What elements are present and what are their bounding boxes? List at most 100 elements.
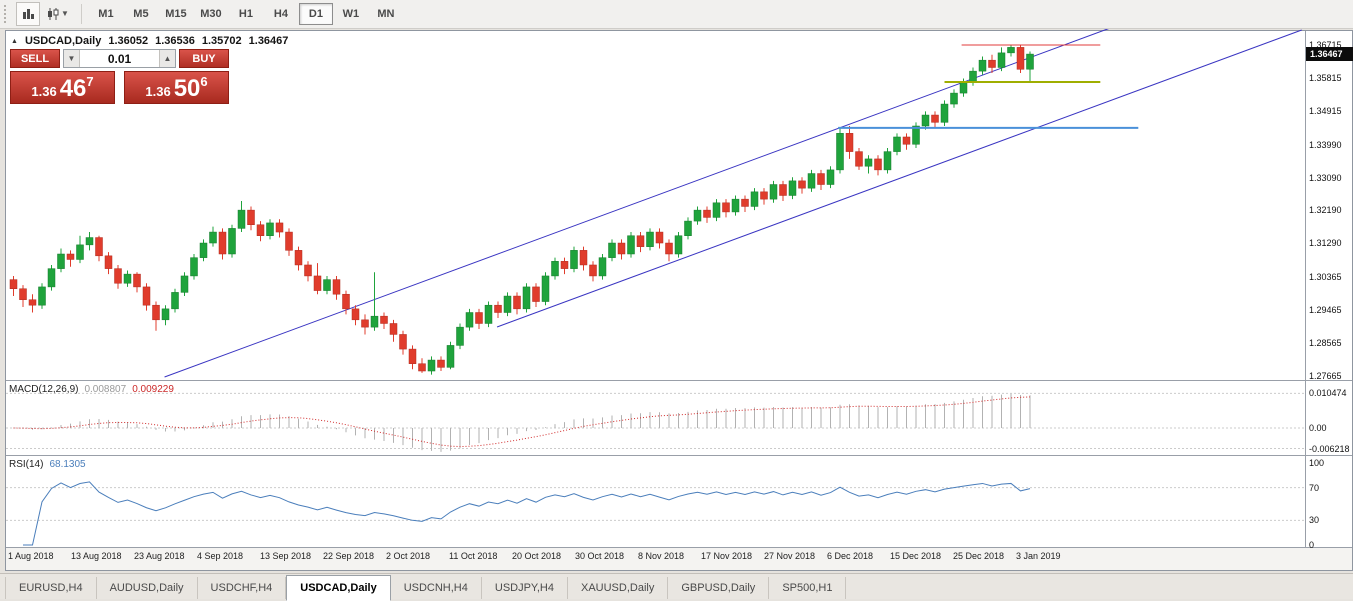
buy-price-point: 6 — [200, 74, 208, 89]
ohlc-high: 1.36536 — [155, 35, 195, 47]
volume-control: ▼ 0.01 ▲ — [63, 49, 176, 68]
sell-price-pips: 46 — [59, 75, 87, 102]
chart-tab-usdjpy-h4[interactable]: USDJPY,H4 — [482, 577, 568, 599]
date-axis-label: 11 Oct 2018 — [449, 551, 498, 561]
volume-increase-button[interactable]: ▲ — [159, 50, 175, 67]
date-axis-label: 4 Sep 2018 — [197, 551, 244, 561]
timeframe-button-mn[interactable]: MN — [377, 8, 395, 20]
date-axis-divider — [6, 547, 1352, 548]
macd-axis-label: 0.010474 — [1309, 388, 1347, 399]
date-axis-label: 15 Dec 2018 — [890, 551, 942, 561]
rsi-value: 68.1305 — [49, 459, 86, 470]
price-axis-label: 1.36715 — [1309, 40, 1342, 50]
timeframe-button-d1[interactable]: D1 — [298, 3, 333, 25]
timeframe-button-h4[interactable]: H4 — [273, 8, 288, 20]
sell-price-base: 1.36 — [31, 84, 57, 99]
price-axis-label: 1.33090 — [1309, 172, 1342, 183]
macd-signal-value: 0.009229 — [132, 384, 174, 395]
macd-pane-splitter[interactable] — [6, 380, 1352, 381]
chart-mode-button[interactable] — [16, 2, 40, 26]
toolbar-grip[interactable] — [4, 5, 10, 23]
volume-input[interactable]: 0.01 — [107, 51, 132, 66]
price-axis-label: 1.32190 — [1309, 205, 1342, 216]
rsi-label: RSI(14) 68.1305 — [9, 459, 86, 470]
buy-price-button[interactable]: 1.36 50 6 — [124, 71, 229, 104]
one-click-trading-panel: SELL ▼ 0.01 ▲ BUY 1.36 46 7 1.36 50 6 — [10, 49, 229, 104]
macd-label: MACD(12,26,9) 0.008807 0.009229 — [9, 384, 174, 395]
chart-tab-gbpusd-daily[interactable]: GBPUSD,Daily — [668, 577, 770, 599]
chart-title: ▲ USDCAD,Daily 1.36052 1.36536 1.35702 1… — [11, 35, 288, 47]
toolbar-separator — [80, 4, 82, 24]
date-axis-label: 6 Dec 2018 — [827, 551, 874, 561]
chart-tab-sp500-h1[interactable]: SP500,H1 — [769, 577, 847, 599]
chart-symbol: USDCAD,Daily — [24, 35, 102, 47]
price-axis-label: 1.27665 — [1309, 370, 1342, 381]
date-axis-label: 13 Aug 2018 — [71, 551, 122, 561]
rsi-name: RSI(14) — [9, 459, 44, 470]
price-axis-label: 1.29465 — [1309, 305, 1342, 316]
date-axis-label: 25 Dec 2018 — [953, 551, 1005, 561]
sell-button[interactable]: SELL — [10, 49, 60, 68]
rsi-axis-label: 70 — [1309, 482, 1320, 493]
current-price-tag: 1.36467 — [1306, 47, 1353, 62]
chart-tabs: EURUSD,H4 AUDUSD,Daily USDCHF,H4 USDCAD,Dai… — [5, 575, 847, 601]
price-axis-label: 1.35815 — [1309, 72, 1342, 83]
volume-decrease-button[interactable]: ▼ — [64, 50, 80, 67]
macd-axis-label: -0.006218 — [1309, 443, 1350, 454]
price-axis-label: 1.30365 — [1309, 272, 1342, 283]
timeframe-button-m15[interactable]: M15 — [165, 8, 187, 20]
chart-window — [5, 30, 1353, 571]
date-axis-label: 13 Sep 2018 — [260, 551, 312, 561]
price-axis-label: 1.33990 — [1309, 139, 1342, 150]
price-axis-label: 1.28565 — [1309, 338, 1342, 349]
buy-price-pips: 50 — [173, 75, 201, 102]
chart-tab-eurusd-h4[interactable]: EURUSD,H4 — [5, 577, 97, 599]
date-axis[interactable] — [6, 548, 1352, 570]
timeframe-button-w1[interactable]: W1 — [342, 8, 360, 20]
timeframe-group: M1 M5 M15 M30 H1 H4 D1 W1 MN — [89, 3, 403, 25]
chart-tab-xauusd-daily[interactable]: XAUUSD,Daily — [568, 577, 669, 599]
timeframe-button-m5[interactable]: M5 — [133, 8, 149, 20]
chart-tab-bar: EURUSD,H4 AUDUSD,Daily USDCHF,H4 USDCAD,Dai… — [0, 573, 1353, 601]
candlestick-icon — [48, 8, 59, 20]
macd-axis-label: 0.00 — [1309, 423, 1327, 433]
buy-button[interactable]: BUY — [179, 49, 229, 68]
timeframe-button-h1[interactable]: H1 — [238, 8, 253, 20]
price-axis-divider — [1305, 31, 1306, 547]
date-axis-label: 3 Jan 2019 — [1016, 551, 1061, 561]
price-axis-label: 1.34915 — [1309, 105, 1342, 116]
date-axis-label: 22 Sep 2018 — [323, 551, 375, 561]
chart-tab-audusd-daily[interactable]: AUDUSD,Daily — [97, 577, 198, 599]
bar-chart-icon — [23, 9, 34, 19]
date-axis-label: 20 Oct 2018 — [512, 551, 562, 561]
chart-tab-usdcnh-h4[interactable]: USDCNH,H4 — [391, 577, 482, 599]
chart-tab-usdchf-h4[interactable]: USDCHF,H4 — [198, 577, 287, 599]
price-axis-label: 1.31290 — [1309, 238, 1342, 249]
timeframe-button-m30[interactable]: M30 — [200, 8, 222, 20]
rsi-axis-label: 30 — [1309, 515, 1320, 526]
chart-tab-usdcad-daily[interactable]: USDCAD,Daily — [286, 575, 391, 601]
timeframe-button-m1[interactable]: M1 — [98, 8, 114, 20]
sell-price-button[interactable]: 1.36 46 7 — [10, 71, 115, 104]
date-axis-label: 23 Aug 2018 — [134, 551, 185, 561]
date-axis-label: 30 Oct 2018 — [575, 551, 625, 561]
collapse-triangle-icon: ▲ — [11, 37, 18, 45]
macd-name: MACD(12,26,9) — [9, 384, 79, 395]
date-axis-label: 2 Oct 2018 — [386, 551, 431, 561]
macd-main-value: 0.008807 — [84, 384, 127, 395]
date-axis-label: 17 Nov 2018 — [701, 551, 753, 561]
rsi-pane-splitter[interactable] — [6, 455, 1352, 456]
ohlc-low: 1.35702 — [201, 35, 242, 47]
date-axis-label: 1 Aug 2018 — [8, 551, 54, 561]
date-axis-label: 27 Nov 2018 — [764, 551, 816, 561]
rsi-axis-label: 0 — [1309, 540, 1315, 550]
buy-price-base: 1.36 — [145, 84, 171, 99]
caret-down-icon: ▼ — [61, 9, 69, 18]
ohlc-open: 1.36052 — [108, 35, 149, 47]
sell-price-point: 7 — [86, 74, 94, 89]
toolbar: ▼ M1 M5 M15 M30 H1 H4 D1 W1 MN — [0, 0, 1353, 29]
rsi-axis-label: 100 — [1309, 458, 1325, 468]
zoom-dropdown-button[interactable]: ▼ — [42, 2, 74, 26]
ohlc-close: 1.36467 — [248, 35, 289, 47]
date-axis-label: 8 Nov 2018 — [638, 551, 685, 561]
